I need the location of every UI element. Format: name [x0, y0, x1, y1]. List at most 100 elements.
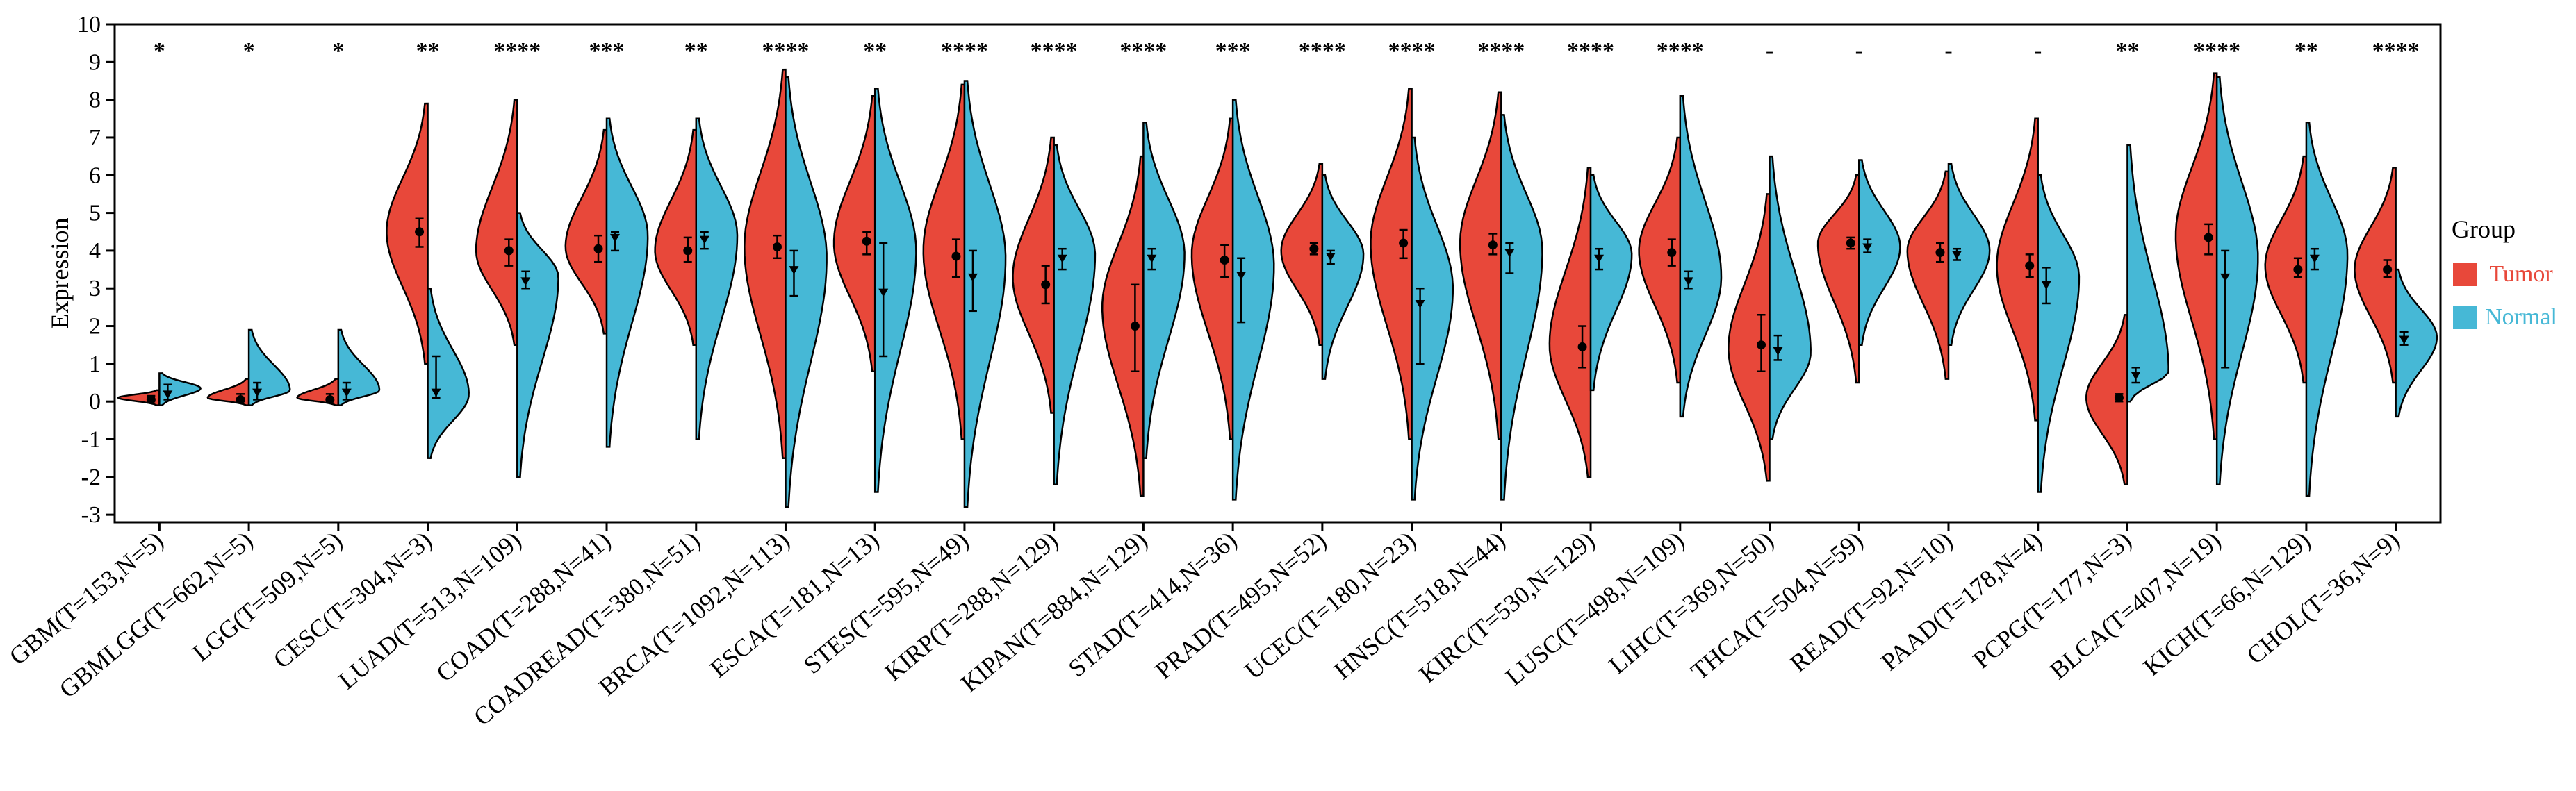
normal-median-point — [2041, 281, 2051, 290]
violin-group — [1101, 121, 1186, 497]
violin-group — [1996, 117, 2081, 493]
violin-group — [2174, 72, 2259, 485]
normal-violin-half — [1679, 94, 1723, 418]
normal-median-point — [1504, 249, 1515, 258]
tumor-violin-half — [564, 128, 608, 335]
y-tick-label: 3 — [89, 276, 101, 301]
tumor-violin-half — [922, 83, 966, 440]
x-tick-label: STES(T=595,N=49) — [798, 526, 974, 679]
tumor-median-point — [415, 227, 425, 237]
violin-plot-area — [117, 68, 2438, 508]
x-tick-label: READ(T=92,N=10) — [1785, 526, 1958, 677]
violin-group — [654, 117, 739, 440]
legend-swatch-normal — [2453, 306, 2477, 329]
x-tick-label: LIHC(T=369,N=50) — [1604, 526, 1779, 679]
tumor-median-point — [1488, 240, 1498, 250]
significance-label: *** — [589, 38, 625, 64]
normal-median-point — [1147, 254, 1157, 263]
significance-label: **** — [1031, 38, 1078, 64]
normal-median-point — [1683, 277, 1693, 286]
violin-group — [206, 328, 291, 406]
normal-violin-half — [427, 287, 470, 459]
tumor-violin-half — [2354, 167, 2397, 384]
significance-label: **** — [1567, 38, 1614, 64]
legend-swatch-tumor — [2453, 263, 2477, 286]
normal-median-point — [878, 288, 889, 297]
normal-median-point — [2309, 254, 2320, 263]
tumor-violin-half — [1459, 91, 1502, 440]
x-tick-label: PAAD(T=178,N=4) — [1876, 526, 2047, 676]
normal-violin-half — [1947, 163, 1991, 346]
tumor-median-point — [1935, 248, 1945, 258]
tumor-violin-half — [475, 99, 518, 346]
significance-label: *** — [1215, 38, 1251, 64]
tumor-violin-half — [1280, 163, 1324, 346]
significance-label: **** — [762, 38, 809, 64]
tumor-median-point — [1757, 340, 1766, 350]
normal-violin-half — [605, 117, 649, 448]
violin-group — [2354, 167, 2438, 418]
normal-median-point — [2131, 372, 2141, 381]
significance-label: **** — [2193, 38, 2240, 64]
violin-group — [1816, 159, 1901, 384]
normal-violin-half — [1769, 155, 1812, 440]
significance-label: ** — [2295, 38, 2318, 64]
x-tick-label: HNSC(T=518,N=44) — [1329, 526, 1510, 684]
violin-group — [2085, 144, 2169, 485]
normal-violin-half — [1142, 121, 1186, 459]
tumor-median-point — [236, 394, 245, 404]
tumor-median-point — [2293, 265, 2303, 274]
legend: Group Tumor Normal — [2452, 215, 2557, 330]
normal-violin-half — [2215, 76, 2259, 485]
tumor-median-point — [1220, 255, 1229, 265]
normal-median-point — [520, 277, 531, 286]
violin-group — [1012, 136, 1097, 485]
tumor-median-point — [146, 394, 156, 404]
tumor-violin-half — [1190, 117, 1234, 440]
tumor-violin-half — [832, 94, 876, 372]
y-tick-label: 1 — [89, 351, 101, 377]
x-tick-label: CHOL(T=36,N=9) — [2241, 526, 2404, 669]
normal-violin-half — [337, 328, 381, 406]
normal-violin-half — [695, 117, 739, 440]
x-tick-label: PCPG(T=177,N=3) — [1968, 526, 2137, 674]
x-tick-label: CESC(T=304,N=3) — [268, 526, 437, 674]
normal-violin-half — [1411, 136, 1454, 501]
tumor-median-point — [504, 246, 514, 256]
normal-median-point — [1594, 254, 1605, 263]
normal-median-point — [252, 388, 263, 397]
normal-median-point — [1057, 254, 1067, 263]
tumor-violin-half — [654, 128, 697, 346]
significance-label: **** — [941, 38, 988, 64]
tumor-median-point — [2383, 265, 2393, 274]
violin-group — [832, 88, 917, 493]
violin-group — [564, 117, 649, 448]
legend-label-normal: Normal — [2485, 304, 2557, 330]
normal-violin-half — [1500, 114, 1543, 501]
x-tick-label: GBM(T=153,N=5) — [4, 526, 169, 670]
tumor-median-point — [1667, 248, 1677, 258]
significance-label: **** — [1119, 38, 1167, 64]
violin-group — [117, 372, 202, 406]
normal-violin-half — [516, 212, 559, 478]
normal-violin-half — [2395, 268, 2438, 418]
y-tick-label: 10 — [77, 12, 101, 38]
significance-label: ** — [863, 38, 887, 64]
normal-violin-half — [1053, 144, 1097, 485]
y-tick-label: 2 — [89, 314, 101, 340]
normal-median-point — [1415, 299, 1425, 308]
y-tick-label: -2 — [81, 465, 101, 490]
significance-label: ** — [416, 38, 440, 64]
y-tick-label: 7 — [89, 125, 101, 151]
significance-label: **** — [1657, 38, 1704, 64]
tumor-median-point — [1041, 280, 1051, 290]
y-tick-label: 0 — [89, 389, 101, 415]
significance-label: **** — [2372, 38, 2420, 64]
significance-label: ** — [684, 38, 708, 64]
tumor-violin-half — [1101, 155, 1145, 497]
significance-label: - — [2034, 38, 2042, 64]
x-tick-label: STAD(T=414,N=36) — [1063, 526, 1242, 682]
tumor-median-point — [1577, 342, 1587, 351]
significance-label: * — [243, 38, 255, 64]
normal-violin-half — [963, 80, 1007, 508]
